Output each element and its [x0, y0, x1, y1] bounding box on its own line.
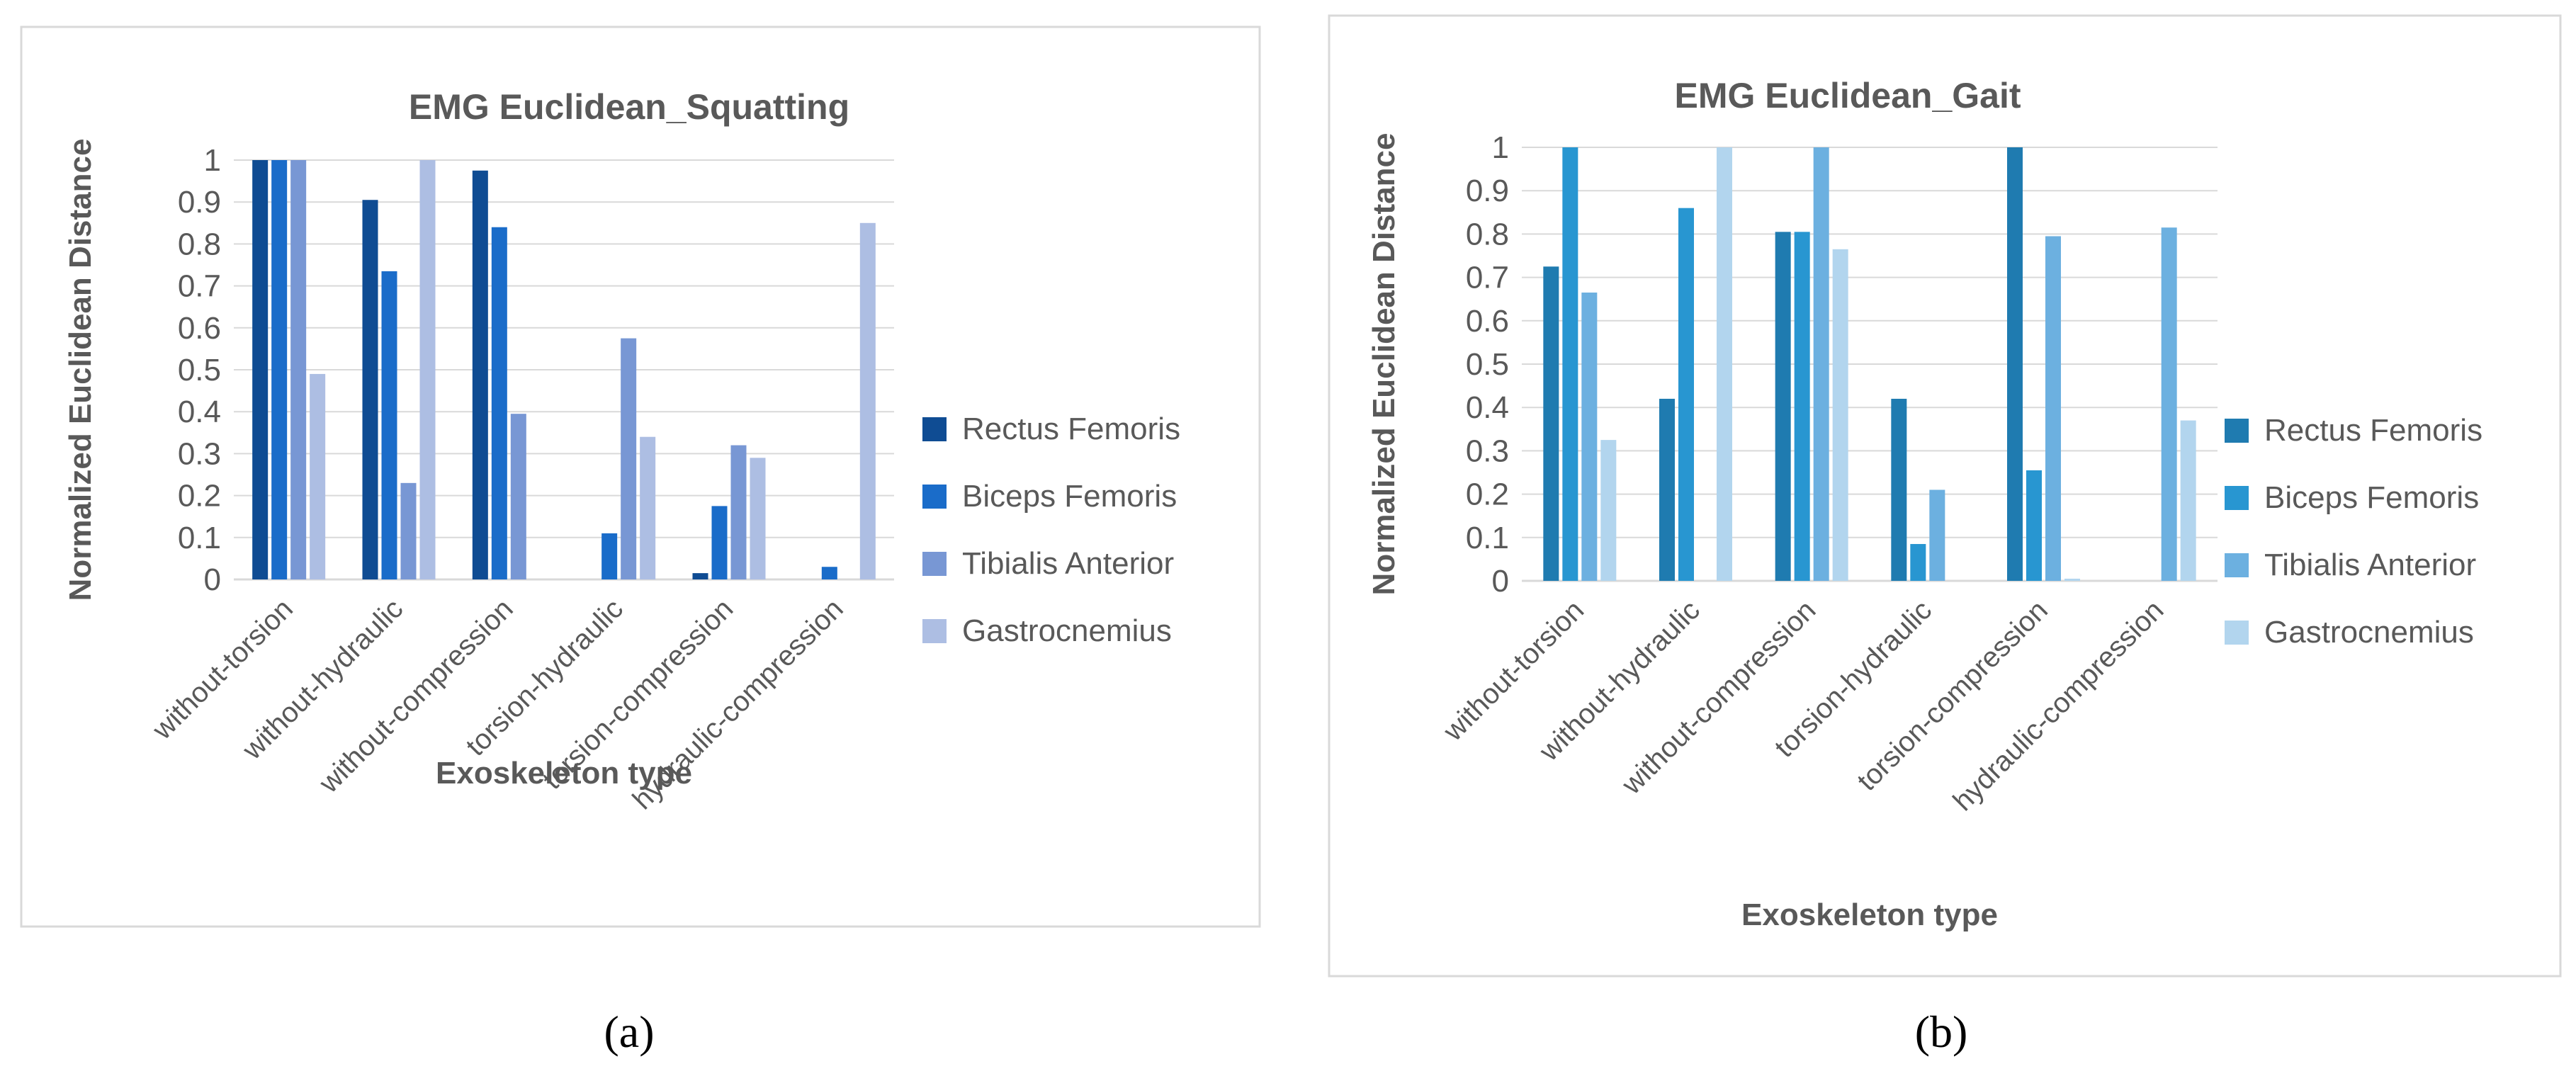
bar-1-1 [252, 160, 269, 579]
bar-1-5 [2007, 147, 2023, 581]
y-tick-label: 0.3 [1466, 434, 1509, 468]
bar-2-4 [1910, 543, 1926, 581]
y-axis-title: Normalized Euclidean Distance [1367, 133, 1401, 596]
bar-2-2 [1678, 208, 1694, 581]
legend-swatch [922, 619, 947, 643]
y-tick-label: 0.8 [178, 227, 221, 261]
chart-panel-a: EMG Euclidean_Squatting 0 0.1 0.2 0.3 0.4 0.5 0… [20, 26, 1261, 928]
bar-2-1 [1562, 147, 1578, 581]
y-tick-label: 0.5 [178, 353, 221, 387]
legend-swatch [922, 417, 947, 441]
y-tick-label: 0.1 [178, 521, 221, 555]
bar-2-1 [271, 160, 288, 579]
y-tick-label: 1 [204, 143, 221, 178]
y-tick-label: 0.1 [1466, 521, 1509, 555]
bar-4-1 [310, 373, 326, 579]
bar-4-5 [750, 458, 766, 579]
y-tick-label: 0.6 [178, 311, 221, 346]
y-tick-label: 0 [204, 562, 221, 597]
bar-4-5 [2064, 578, 2080, 581]
y-tick-label: 0.6 [1466, 304, 1509, 339]
y-tick-label: 0.3 [178, 436, 221, 471]
legend-swatch [922, 485, 947, 509]
bar-2-5 [2026, 470, 2042, 581]
bar-1-2 [1659, 398, 1675, 581]
bar-3-2 [400, 482, 417, 579]
bar-3-1 [290, 160, 307, 579]
legend-swatch [2225, 419, 2249, 443]
bar-3-1 [1581, 293, 1598, 581]
legend-label: Biceps Femoris [962, 479, 1177, 514]
bar-2-6 [821, 567, 837, 579]
y-tick-label: 1 [1492, 130, 1509, 165]
y-tick-label: 0.7 [178, 269, 221, 304]
y-axis-title: Normalized Euclidean Distance [63, 139, 98, 601]
chart-title: EMG Euclidean_Gait [1674, 76, 2021, 115]
bar-4-3 [1832, 249, 1848, 581]
y-tick-label: 0.4 [1466, 390, 1509, 425]
legend: Rectus Femoris Biceps Femoris Tibialis Ant… [2225, 413, 2482, 650]
legend-swatch [2225, 486, 2249, 510]
legend-swatch [2225, 621, 2249, 645]
bar-2-2 [381, 271, 397, 579]
bar-3-3 [1813, 147, 1829, 581]
bar-3-6 [2161, 227, 2177, 581]
legend-swatch [922, 552, 947, 576]
x-axis-title: Exoskeleton type [436, 756, 692, 791]
bar-4-2 [419, 160, 436, 579]
bar-3-4 [1929, 489, 1945, 581]
legend-label: Biceps Femoris [2264, 480, 2479, 515]
bar-2-3 [1794, 232, 1810, 581]
y-tick-label: 0 [1492, 564, 1509, 599]
bar-4-2 [1717, 147, 1732, 581]
y-tick-label: 0.4 [178, 395, 221, 429]
bar-2-3 [491, 227, 507, 579]
bar-1-2 [362, 200, 378, 579]
bar-4-1 [1600, 440, 1617, 581]
legend-label: Rectus Femoris [2264, 413, 2482, 448]
bar-1-5 [692, 573, 708, 579]
legend-label: Gastrocnemius [962, 613, 1172, 648]
bar-3-5 [730, 445, 747, 579]
legend-label: Rectus Femoris [962, 412, 1180, 446]
bar-1-3 [1775, 232, 1791, 581]
legend-label: Tibialis Anterior [2264, 548, 2476, 582]
legend-label: Tibialis Anterior [962, 546, 1174, 581]
bar-4-6 [2180, 420, 2196, 581]
chart-panel-b: EMG Euclidean_Gait 0 0.1 0.2 0.3 0.4 0.5 0.6 0.7… [1328, 14, 2562, 978]
legend-label: Gastrocnemius [2264, 615, 2474, 650]
legend-swatch [2225, 553, 2249, 577]
bar-2-4 [601, 533, 618, 579]
legend: Rectus Femoris Biceps Femoris Tibialis Ant… [922, 412, 1180, 648]
bar-4-6 [859, 222, 876, 579]
y-tick-label: 0.2 [178, 479, 221, 514]
bar-1-1 [1543, 266, 1559, 581]
bar-2-5 [711, 506, 728, 579]
bar-3-3 [510, 414, 526, 579]
bar-3-5 [2045, 236, 2061, 581]
x-axis-title: Exoskeleton type [1741, 897, 1998, 932]
figure-caption: (b) [1915, 1007, 1968, 1057]
y-tick-label: 0.7 [1466, 261, 1509, 295]
y-tick-label: 0.8 [1466, 217, 1509, 251]
chart-title: EMG Euclidean_Squatting [409, 87, 849, 127]
bar-4-4 [640, 436, 656, 579]
y-tick-label: 0.9 [1466, 174, 1509, 208]
bar-1-3 [472, 170, 488, 580]
y-tick-label: 0.5 [1466, 347, 1509, 382]
y-tick-label: 0.2 [1466, 477, 1509, 512]
bar-1-4 [1891, 398, 1907, 581]
y-tick-label: 0.9 [178, 185, 221, 220]
bar-3-4 [621, 338, 637, 579]
figure-caption: (a) [604, 1007, 654, 1057]
